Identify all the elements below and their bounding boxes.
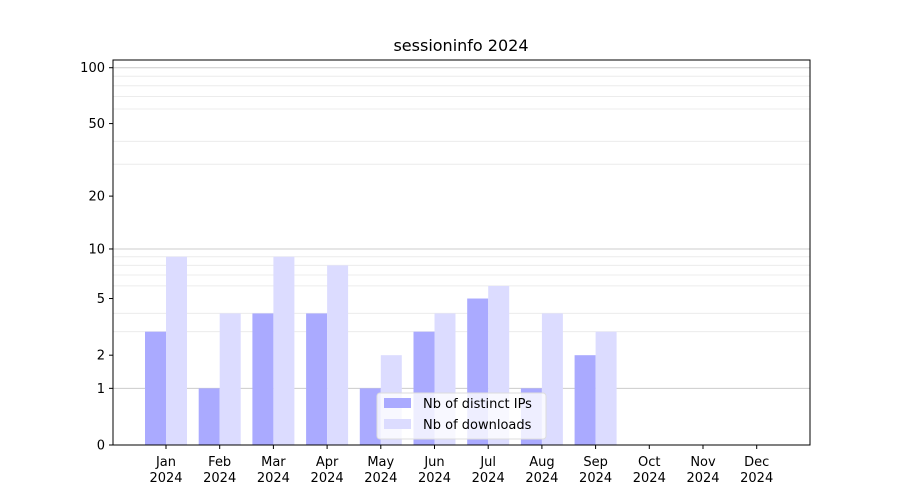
bar-downloads (541, 313, 563, 445)
y-tick-label: 5 (97, 292, 105, 307)
x-tick-label-year: 2024 (203, 471, 236, 486)
bar-ips (574, 355, 596, 445)
x-tick-label-month: Oct (638, 455, 660, 470)
y-tick-label: 1 (97, 382, 105, 397)
legend-label: Nb of distinct IPs (423, 397, 532, 412)
legend-label: Nb of downloads (423, 418, 532, 433)
plot-frame (112, 59, 811, 446)
x-tick-label-month: Mar (261, 455, 286, 470)
x-axis: Jan2024Feb2024Mar2024Apr2024May2024Jun20… (149, 445, 773, 486)
x-tick-label-year: 2024 (579, 471, 612, 486)
x-tick-label-month: Apr (316, 455, 339, 470)
y-tick-label: 50 (88, 117, 105, 132)
bar-ips (252, 313, 274, 445)
x-tick-label-month: Jan (155, 455, 176, 470)
bar-downloads (327, 265, 349, 445)
x-tick-label-year: 2024 (311, 471, 344, 486)
y-axis: 0 1 2 5 10 20 50 100 (80, 61, 113, 454)
bar-ips (145, 331, 166, 445)
y-tick-label: 20 (88, 190, 105, 205)
x-tick-label-month: Jun (423, 455, 444, 470)
x-tick-label-month: Aug (529, 455, 554, 470)
y-tick-label: 10 (88, 242, 105, 257)
x-tick-label-year: 2024 (257, 471, 290, 486)
x-tick-label-year: 2024 (364, 471, 397, 486)
x-tick-label-year: 2024 (740, 471, 773, 486)
x-tick-label-year: 2024 (418, 471, 451, 486)
legend-box (376, 392, 547, 440)
x-tick-label-year: 2024 (525, 471, 558, 486)
x-tick-label-year: 2024 (633, 471, 666, 486)
x-tick-label-month: Feb (208, 455, 231, 470)
bar-downloads (595, 331, 617, 445)
x-tick-label-year: 2024 (149, 471, 182, 486)
bar-ips (359, 388, 381, 445)
y-tick-label: 100 (80, 61, 105, 76)
y-tick-label: 0 (97, 439, 105, 454)
legend: Nb of distinct IPs Nb of downloads (376, 392, 547, 440)
bar-ips (198, 388, 220, 445)
bar-ips (306, 313, 328, 445)
x-tick-label-month: May (367, 455, 394, 470)
x-tick-label-month: Sep (583, 455, 608, 470)
x-tick-label-month: Nov (690, 455, 716, 470)
grid (113, 67, 810, 389)
x-tick-label-month: Jul (479, 455, 496, 470)
x-tick-label-year: 2024 (472, 471, 505, 486)
y-tick-label: 2 (97, 349, 105, 364)
legend-swatch (384, 398, 411, 408)
x-tick-label-month: Dec (744, 455, 769, 470)
legend-swatch (384, 419, 411, 429)
bar-downloads (273, 256, 295, 445)
bar-downloads (166, 256, 187, 445)
chart-title: sessioninfo 2024 (393, 36, 528, 55)
x-tick-label-year: 2024 (686, 471, 719, 486)
bar-downloads (219, 313, 241, 445)
